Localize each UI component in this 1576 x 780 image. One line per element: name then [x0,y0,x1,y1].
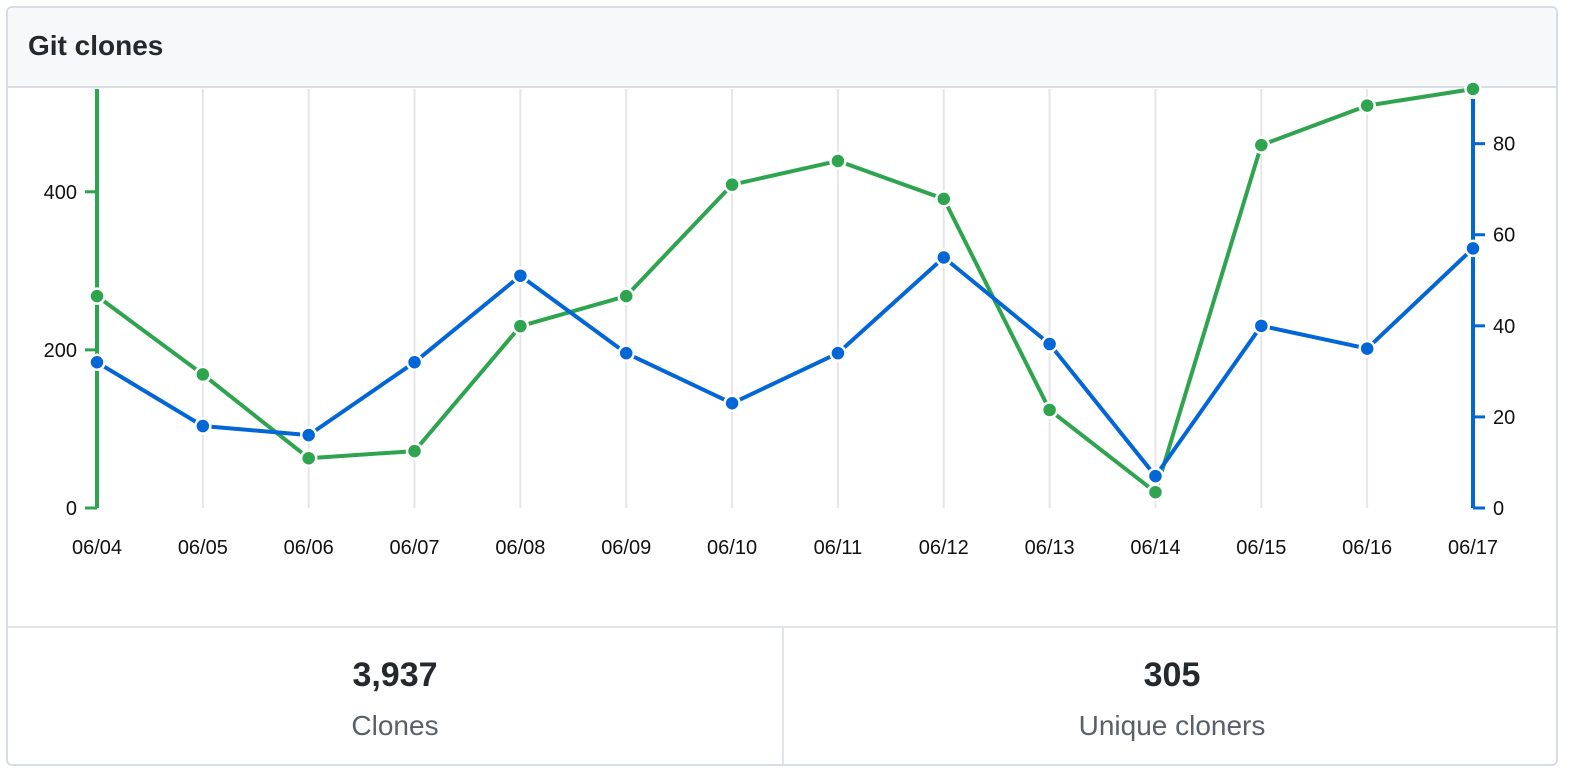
x-tick-label: 06/17 [1448,537,1498,559]
data-point-clones [1040,401,1059,419]
data-point-clones [88,287,106,305]
x-tick-label: 06/14 [1130,537,1180,559]
data-point-clones [299,449,318,467]
data-point-clones [1252,136,1271,154]
left-tick-label: 400 [44,182,77,204]
x-tick-label: 06/15 [1236,537,1286,559]
x-tick-label: 06/07 [390,537,440,559]
data-point-unique-cloners [1040,335,1059,353]
right-tick-label: 0 [1493,498,1504,520]
right-tick-label: 40 [1493,316,1515,338]
data-point-unique-cloners [617,344,635,362]
x-tick-label: 06/16 [1342,537,1392,559]
unique-cloners-label: Unique cloners [1078,710,1266,741]
left-tick-label: 200 [44,340,77,362]
data-point-clones [194,365,212,384]
data-point-clones [1358,96,1376,115]
unique-cloners-stat: 305 Unique cloners [784,628,1556,764]
right-tick-label: 60 [1493,225,1515,247]
series-line-clones [95,87,1474,495]
right-tick-label: 20 [1493,407,1515,429]
data-point-unique-cloners [829,344,847,362]
x-tick-label: 06/08 [495,537,545,559]
data-point-unique-cloners [299,426,318,444]
data-point-unique-cloners [88,353,106,372]
unique-cloners-count: 305 [1143,656,1201,694]
data-point-clones [1146,483,1165,501]
data-point-unique-cloners [723,394,741,412]
clones-count: 3,937 [352,656,438,694]
git-clones-chart: 06/04 06/05 06/06 06/07 06/08 06/09 06/10 06/11… [44,80,1515,559]
x-tick-label: 06/10 [707,537,757,559]
panel-title: Git clones [28,30,164,61]
data-point-unique-cloners [194,417,212,435]
x-tick-label: 06/11 [814,537,863,559]
left-tick-label: 0 [66,498,77,520]
data-point-clones [935,190,953,208]
x-tick-label: 06/05 [178,537,228,559]
x-tick-label: 06/12 [919,537,969,559]
series-line-unique-cloners [95,246,1475,479]
data-point-unique-cloners [1358,339,1376,358]
summary-row: 3,937 Clones 305 Unique cloners [8,626,1556,764]
x-tick-label: 06/04 [72,537,122,559]
panel-header: Git clones [8,8,1556,88]
data-point-unique-cloners [935,248,953,267]
data-point-clones [1464,80,1482,98]
x-tick-label: 06/06 [284,537,334,559]
clones-stat: 3,937 Clones [8,628,784,764]
data-point-clones [511,317,530,335]
data-point-unique-cloners [1252,317,1271,335]
x-tick-label: 06/09 [601,537,651,559]
data-point-unique-cloners [1146,467,1165,485]
data-point-unique-cloners [511,266,530,285]
git-clones-panel: Git clones 06/04 06/05 06/06 06/07 06/08 06/0… [6,6,1558,766]
data-point-clones [405,442,424,460]
right-tick-label: 80 [1493,134,1515,156]
chart-area: 06/04 06/05 06/06 06/07 06/08 06/09 06/10 06/11… [8,80,1556,626]
data-point-unique-cloners [1464,239,1482,258]
data-point-clones [829,152,847,170]
data-point-unique-cloners [405,353,424,372]
data-point-clones [723,175,741,194]
x-tick-label: 06/13 [1025,537,1075,559]
data-point-clones [617,287,635,305]
clones-label: Clones [351,710,439,741]
